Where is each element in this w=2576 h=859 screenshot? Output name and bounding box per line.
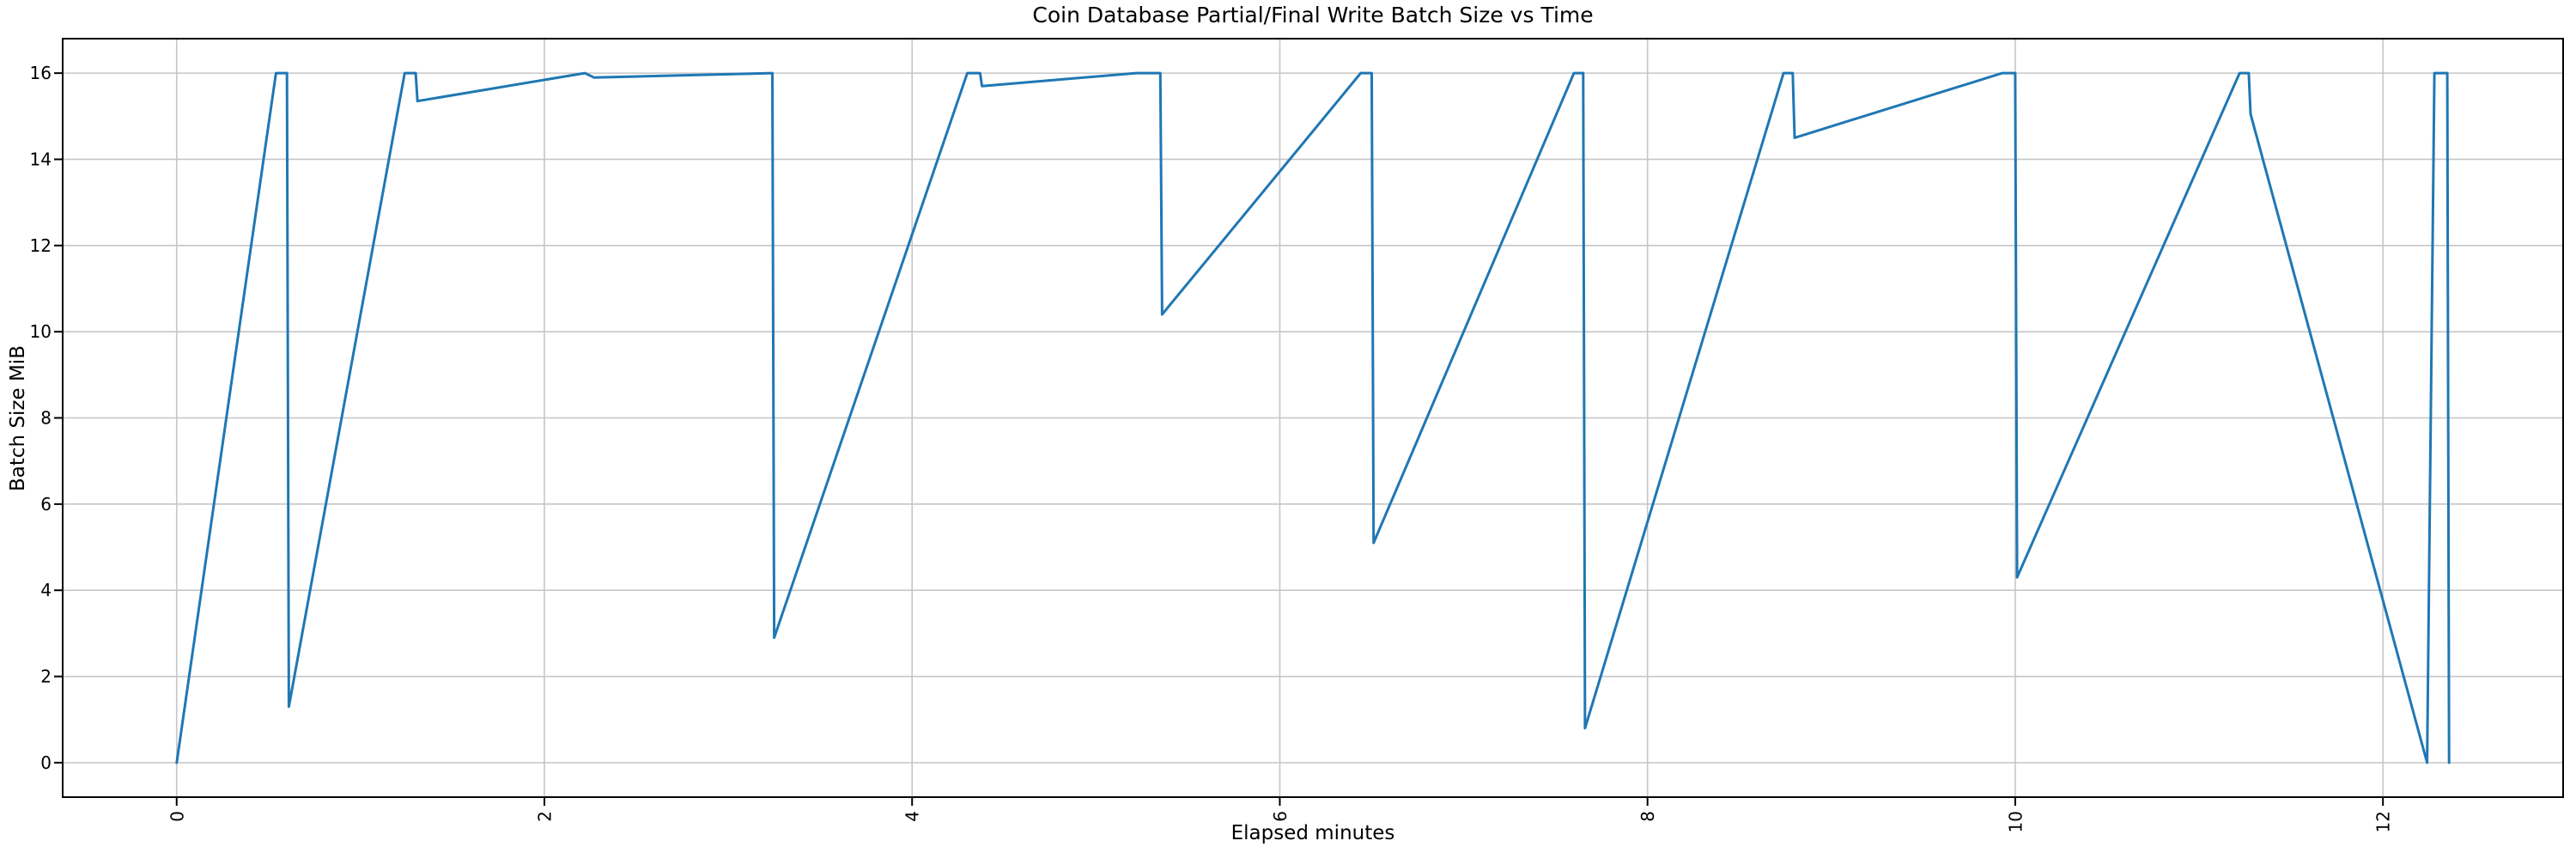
tick-marks [54,72,2385,806]
svg-text:12: 12 [30,235,52,256]
svg-text:10: 10 [30,321,52,342]
svg-text:4: 4 [40,580,52,600]
svg-text:2: 2 [534,811,555,822]
svg-text:10: 10 [2005,811,2026,832]
svg-text:6: 6 [40,494,52,515]
y-axis-label: Batch Size MiB [7,345,29,491]
svg-text:2: 2 [40,667,52,687]
y-tick-labels: 0 2 4 6 8 10 12 14 16 [30,63,52,773]
svg-text:4: 4 [902,811,923,822]
data-line [175,71,2451,765]
x-axis-label: Elapsed minutes [1230,822,1395,844]
chart-title: Coin Database Partial/Final Write Batch … [1032,3,1594,27]
svg-text:0: 0 [167,811,187,822]
svg-text:12: 12 [2373,811,2394,832]
svg-text:6: 6 [1270,811,1291,822]
svg-text:14: 14 [30,149,52,169]
x-tick-labels: 0 2 4 6 8 10 12 [167,811,2393,832]
svg-text:16: 16 [30,63,52,83]
gridlines [63,39,2563,797]
plot-frame [62,38,2564,798]
svg-text:8: 8 [40,408,52,429]
svg-text:8: 8 [1637,811,1658,822]
svg-text:0: 0 [40,752,52,773]
